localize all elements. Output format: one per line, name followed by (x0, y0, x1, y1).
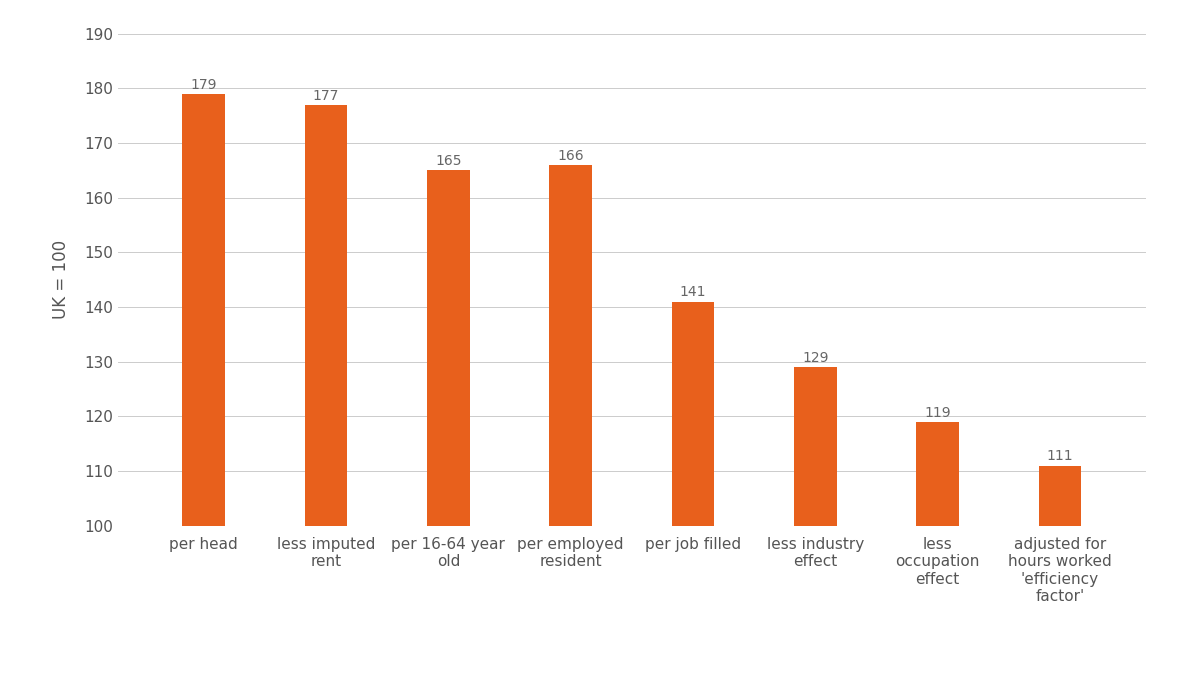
Bar (1038, 466, 1082, 526)
Text: 165: 165 (435, 154, 462, 168)
Text: 166: 166 (557, 149, 583, 162)
Bar (916, 422, 959, 526)
Text: 177: 177 (313, 88, 339, 102)
Bar (305, 104, 347, 526)
Text: 179: 179 (190, 78, 217, 92)
Text: 141: 141 (680, 285, 706, 299)
Text: 119: 119 (925, 406, 951, 420)
Text: 129: 129 (802, 351, 829, 365)
Bar (549, 165, 592, 526)
Bar (428, 171, 470, 526)
Y-axis label: UK = 100: UK = 100 (52, 240, 71, 319)
Bar (794, 367, 836, 526)
Bar (182, 94, 226, 526)
Bar (672, 301, 715, 526)
Text: 111: 111 (1046, 450, 1074, 464)
